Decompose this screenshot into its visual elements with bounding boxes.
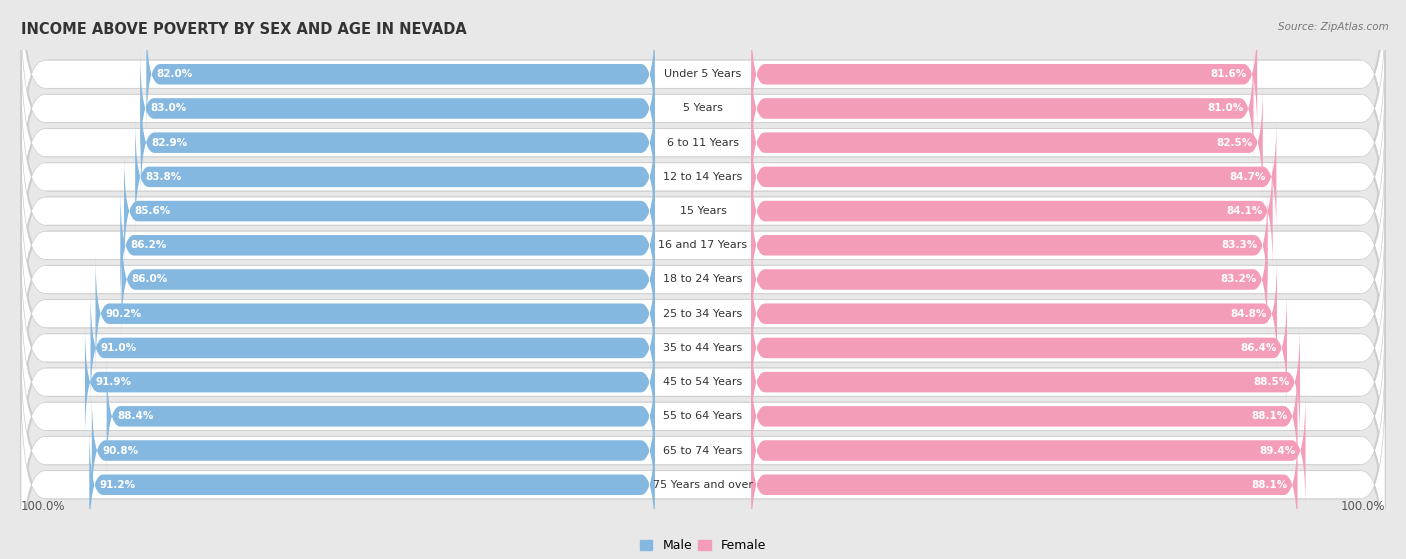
FancyBboxPatch shape — [21, 208, 1385, 419]
Text: 88.1%: 88.1% — [1251, 480, 1286, 490]
Text: 81.0%: 81.0% — [1206, 103, 1243, 113]
Text: 91.0%: 91.0% — [101, 343, 136, 353]
FancyBboxPatch shape — [21, 21, 1385, 265]
FancyBboxPatch shape — [21, 276, 1385, 488]
Text: 16 and 17 Years: 16 and 17 Years — [658, 240, 748, 250]
Text: Under 5 Years: Under 5 Years — [665, 69, 741, 79]
FancyBboxPatch shape — [21, 345, 1385, 556]
Text: 12 to 14 Years: 12 to 14 Years — [664, 172, 742, 182]
Text: 86.0%: 86.0% — [132, 274, 169, 285]
FancyBboxPatch shape — [21, 140, 1385, 351]
Text: 88.5%: 88.5% — [1253, 377, 1289, 387]
FancyBboxPatch shape — [751, 290, 1286, 406]
FancyBboxPatch shape — [21, 0, 1385, 230]
FancyBboxPatch shape — [21, 242, 1385, 453]
Text: 83.8%: 83.8% — [145, 172, 181, 182]
FancyBboxPatch shape — [141, 50, 655, 167]
Text: 15 Years: 15 Years — [679, 206, 727, 216]
Text: 91.9%: 91.9% — [96, 377, 131, 387]
Text: 82.5%: 82.5% — [1216, 138, 1253, 148]
FancyBboxPatch shape — [21, 106, 1385, 317]
Text: 91.2%: 91.2% — [100, 480, 136, 490]
Text: 84.7%: 84.7% — [1230, 172, 1265, 182]
FancyBboxPatch shape — [751, 119, 1277, 235]
Text: 84.8%: 84.8% — [1230, 309, 1267, 319]
FancyBboxPatch shape — [751, 50, 1254, 167]
Text: 100.0%: 100.0% — [1340, 500, 1385, 514]
FancyBboxPatch shape — [21, 363, 1385, 559]
Text: 5 Years: 5 Years — [683, 103, 723, 113]
FancyBboxPatch shape — [121, 187, 655, 304]
FancyBboxPatch shape — [21, 3, 1385, 214]
FancyBboxPatch shape — [96, 255, 655, 372]
Text: 25 to 34 Years: 25 to 34 Years — [664, 309, 742, 319]
FancyBboxPatch shape — [21, 55, 1385, 299]
FancyBboxPatch shape — [751, 427, 1298, 543]
FancyBboxPatch shape — [751, 255, 1277, 372]
FancyBboxPatch shape — [21, 0, 1385, 180]
FancyBboxPatch shape — [21, 260, 1385, 504]
FancyBboxPatch shape — [21, 89, 1385, 333]
FancyBboxPatch shape — [21, 379, 1385, 559]
FancyBboxPatch shape — [751, 187, 1268, 304]
Legend: Male, Female: Male, Female — [636, 534, 770, 557]
FancyBboxPatch shape — [21, 71, 1385, 283]
FancyBboxPatch shape — [21, 226, 1385, 470]
FancyBboxPatch shape — [21, 329, 1385, 559]
Text: 89.4%: 89.4% — [1258, 446, 1295, 456]
FancyBboxPatch shape — [751, 84, 1263, 201]
Text: 55 to 64 Years: 55 to 64 Years — [664, 411, 742, 421]
FancyBboxPatch shape — [84, 324, 655, 440]
FancyBboxPatch shape — [751, 153, 1272, 269]
Text: 6 to 11 Years: 6 to 11 Years — [666, 138, 740, 148]
Text: 90.8%: 90.8% — [103, 446, 138, 456]
Text: 65 to 74 Years: 65 to 74 Years — [664, 446, 742, 456]
FancyBboxPatch shape — [751, 358, 1298, 475]
Text: 83.0%: 83.0% — [150, 103, 187, 113]
FancyBboxPatch shape — [21, 294, 1385, 538]
FancyBboxPatch shape — [751, 392, 1306, 509]
Text: 86.2%: 86.2% — [131, 240, 167, 250]
FancyBboxPatch shape — [21, 123, 1385, 367]
FancyBboxPatch shape — [751, 16, 1257, 132]
Text: 75 Years and over: 75 Years and over — [652, 480, 754, 490]
Text: 88.4%: 88.4% — [117, 411, 153, 421]
FancyBboxPatch shape — [121, 221, 655, 338]
Text: Source: ZipAtlas.com: Source: ZipAtlas.com — [1278, 22, 1389, 32]
Text: 83.3%: 83.3% — [1222, 240, 1257, 250]
FancyBboxPatch shape — [21, 174, 1385, 385]
FancyBboxPatch shape — [135, 119, 655, 235]
FancyBboxPatch shape — [146, 16, 655, 132]
FancyBboxPatch shape — [124, 153, 655, 269]
Text: 85.6%: 85.6% — [135, 206, 170, 216]
Text: 81.6%: 81.6% — [1211, 69, 1247, 79]
Text: 45 to 54 Years: 45 to 54 Years — [664, 377, 742, 387]
FancyBboxPatch shape — [21, 311, 1385, 522]
Text: 88.1%: 88.1% — [1251, 411, 1286, 421]
FancyBboxPatch shape — [141, 84, 655, 201]
Text: 82.9%: 82.9% — [150, 138, 187, 148]
FancyBboxPatch shape — [21, 192, 1385, 436]
Text: 82.0%: 82.0% — [156, 69, 193, 79]
Text: 35 to 44 Years: 35 to 44 Years — [664, 343, 742, 353]
Text: 86.4%: 86.4% — [1240, 343, 1277, 353]
Text: INCOME ABOVE POVERTY BY SEX AND AGE IN NEVADA: INCOME ABOVE POVERTY BY SEX AND AGE IN N… — [21, 22, 467, 37]
FancyBboxPatch shape — [107, 358, 655, 475]
FancyBboxPatch shape — [90, 427, 655, 543]
Text: 100.0%: 100.0% — [21, 500, 66, 514]
FancyBboxPatch shape — [751, 324, 1301, 440]
Text: 18 to 24 Years: 18 to 24 Years — [664, 274, 742, 285]
Text: 84.1%: 84.1% — [1226, 206, 1263, 216]
Text: 90.2%: 90.2% — [105, 309, 142, 319]
FancyBboxPatch shape — [90, 290, 655, 406]
Text: 83.2%: 83.2% — [1220, 274, 1257, 285]
FancyBboxPatch shape — [91, 392, 655, 509]
FancyBboxPatch shape — [751, 221, 1267, 338]
FancyBboxPatch shape — [21, 37, 1385, 248]
FancyBboxPatch shape — [21, 158, 1385, 401]
FancyBboxPatch shape — [21, 0, 1385, 196]
